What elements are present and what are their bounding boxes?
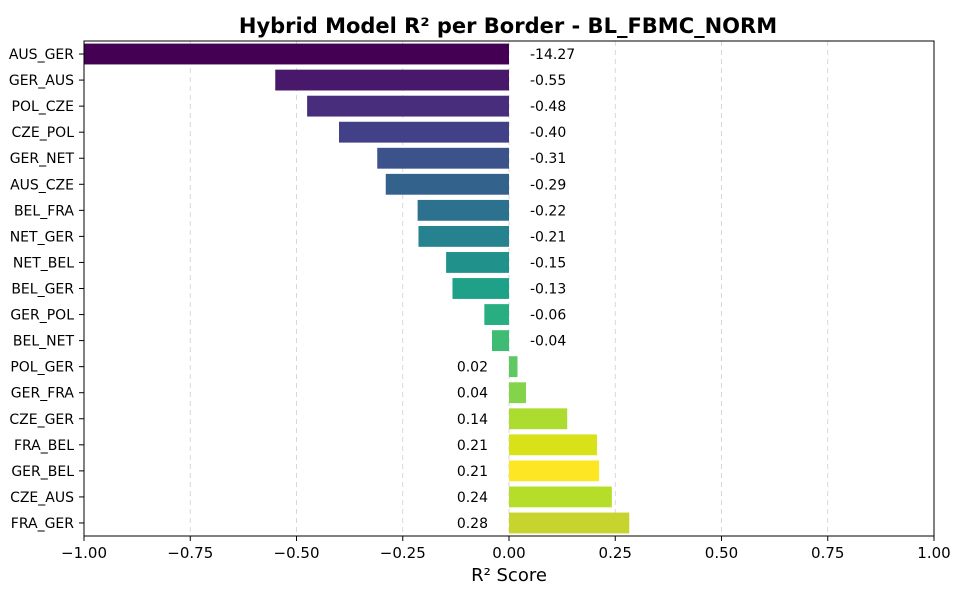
category-label: FRA_GER (11, 516, 74, 532)
category-label: FRA_BEL (14, 438, 74, 454)
bar-bel-ger (452, 278, 509, 299)
value-label: 0.04 (457, 386, 488, 402)
value-label: 0.24 (457, 490, 488, 506)
category-label: BEL_FRA (14, 203, 74, 219)
bar-fra-bel (509, 434, 597, 456)
bar-ger-fra (509, 382, 526, 404)
category-label: BEL_NET (13, 334, 75, 350)
category-label: GER_FRA (11, 386, 75, 402)
category-label: GER_BEL (11, 464, 74, 480)
bar-cze-ger (509, 408, 568, 430)
bar-cze-aus (509, 486, 612, 508)
value-label: -0.06 (530, 308, 566, 324)
category-label: AUS_CZE (10, 177, 74, 193)
value-labels: -14.27 -0.55 -0.48 -0.40 -0.31 -0.29 -0.22 -0.2… (457, 47, 575, 532)
x-tick-label: −0.50 (274, 544, 320, 562)
x-tick-label: −0.25 (380, 544, 426, 562)
category-label: CZE_AUS (10, 490, 74, 506)
x-tick-label: −1.00 (61, 544, 107, 562)
bar-aus-ger (84, 43, 509, 65)
category-label: GER_NET (10, 151, 75, 167)
value-label: -0.31 (530, 151, 566, 167)
category-label: GER_AUS (9, 73, 74, 89)
bar-pol-ger (509, 356, 518, 378)
bar-ger-net (377, 147, 509, 169)
value-label: 0.21 (457, 464, 488, 480)
value-label: -0.13 (530, 282, 566, 298)
value-label: -0.48 (530, 99, 566, 115)
category-label: POL_GER (10, 360, 74, 376)
bar-net-bel (446, 252, 509, 273)
value-label: 0.02 (457, 360, 488, 376)
bar-cze-pol (339, 121, 509, 143)
value-label: -0.04 (530, 334, 566, 350)
bar-net-ger (418, 225, 509, 247)
category-label: NET_GER (10, 229, 75, 245)
bar-ger-bel (509, 460, 600, 482)
bars (84, 43, 630, 534)
category-labels: AUS_GER GER_AUS POL_CZE CZE_POL GER_NET AUS_C… (9, 47, 84, 532)
x-tick-label: 0.75 (811, 544, 844, 562)
category-label: GER_POL (10, 308, 74, 324)
value-label: -0.55 (530, 73, 566, 89)
x-tick-label: 0.50 (705, 544, 738, 562)
x-tick-label: 1.00 (917, 544, 950, 562)
x-axis-ticks: −1.00 −0.75 −0.50 −0.25 0.00 0.25 0.50 0.75 1.00 (61, 536, 951, 562)
value-label: -0.29 (530, 177, 566, 193)
bar-ger-pol (484, 304, 509, 325)
chart-title: Hybrid Model R² per Border - BL_FBMC_NOR… (239, 14, 777, 38)
category-label: AUS_GER (9, 47, 74, 63)
bar-pol-cze (307, 95, 509, 117)
bar-aus-cze (385, 173, 509, 195)
bar-bel-net (492, 330, 509, 352)
value-label: -0.21 (530, 229, 566, 245)
value-label: -0.22 (530, 203, 566, 219)
category-label: CZE_POL (12, 125, 75, 141)
x-tick-label: 0.00 (492, 544, 525, 562)
category-label: CZE_GER (9, 412, 74, 428)
value-label: -0.15 (530, 255, 566, 271)
bar-bel-fra (417, 199, 509, 221)
value-label: 0.28 (457, 516, 488, 532)
bar-fra-ger (509, 512, 630, 534)
bar-ger-aus (275, 69, 509, 91)
category-label: BEL_GER (11, 282, 74, 298)
value-label: -14.27 (530, 47, 575, 63)
value-label: 0.14 (457, 412, 488, 428)
value-label: -0.40 (530, 125, 566, 141)
category-label: POL_CZE (12, 99, 74, 115)
x-tick-label: −0.75 (167, 544, 213, 562)
category-label: NET_BEL (13, 255, 74, 271)
x-tick-label: 0.25 (599, 544, 632, 562)
value-label: 0.21 (457, 438, 488, 454)
x-axis-label: R² Score (471, 565, 547, 586)
